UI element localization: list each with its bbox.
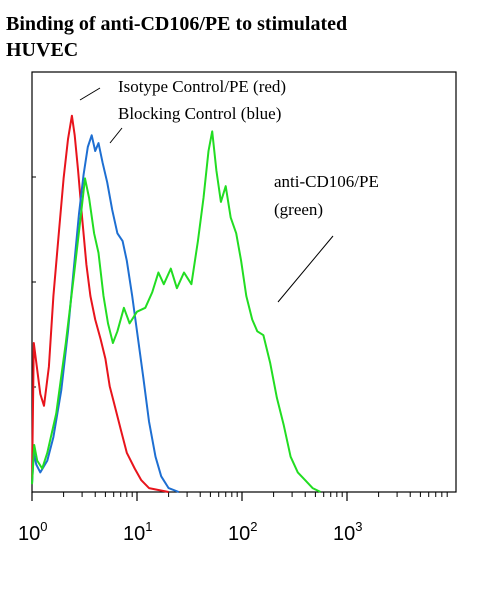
- annotation-blocking-control: Blocking Control (blue): [118, 104, 281, 123]
- annotation-isotype-control: Isotype Control/PE (red): [118, 77, 286, 96]
- x-axis-ticks: [31, 492, 448, 501]
- anti-cd106-green-line: [31, 130, 322, 493]
- annotation-green: (green): [274, 200, 323, 219]
- annotation-anti-cd106: anti-CD106/PE: [274, 172, 379, 191]
- x-tick-label: 102: [228, 519, 257, 545]
- chart-title: Binding of anti-CD106/PE to stimulated: [6, 13, 347, 35]
- chart-title-line2: HUVEC: [6, 39, 78, 61]
- series-lines: [31, 114, 322, 493]
- blocking-annotation-pointer: [109, 127, 123, 144]
- isotype-control-red-line: [31, 114, 169, 493]
- x-tick-label: 103: [333, 519, 362, 545]
- blocking-control-blue-line: [31, 134, 180, 493]
- x-tick-label: 100: [18, 519, 47, 545]
- x-tick-label: 101: [123, 519, 152, 545]
- cd106-annotation-pointer: [277, 235, 334, 303]
- x-axis-tick-labels: 100 101 102 103: [18, 519, 362, 545]
- isotype-annotation-pointer: [79, 87, 101, 101]
